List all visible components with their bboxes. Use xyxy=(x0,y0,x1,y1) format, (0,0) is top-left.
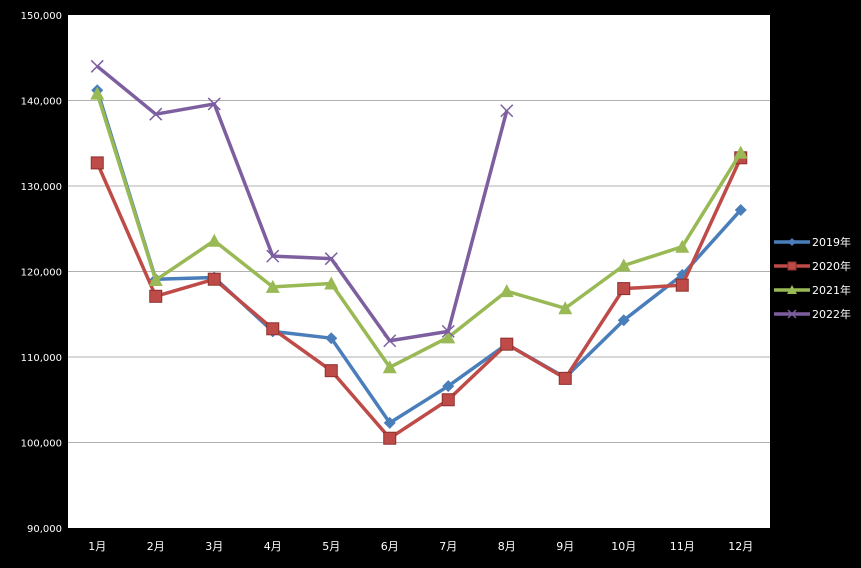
data-point xyxy=(149,107,163,121)
y-tick-label: 100,000 xyxy=(21,439,62,450)
data-point xyxy=(383,416,396,429)
series-line xyxy=(95,89,743,425)
data-point xyxy=(617,282,631,296)
x-tick-label: 3月 xyxy=(205,540,223,553)
data-point xyxy=(499,284,514,298)
legend-label: 2022年 xyxy=(812,307,851,321)
legend-item: 2022年 xyxy=(774,307,851,321)
series-2020年 xyxy=(90,151,748,445)
data-point xyxy=(207,272,221,286)
y-tick-label: 110,000 xyxy=(21,353,62,364)
legend-label: 2020年 xyxy=(812,259,851,273)
series-2022年 xyxy=(90,59,514,348)
data-point xyxy=(787,285,797,294)
data-point xyxy=(733,145,748,159)
y-tick-label: 130,000 xyxy=(21,182,62,193)
legend-item: 2020年 xyxy=(774,259,851,273)
data-point xyxy=(617,314,630,327)
data-point xyxy=(500,104,514,118)
data-point xyxy=(442,380,455,393)
data-point xyxy=(266,322,280,336)
legend-item: 2019年 xyxy=(774,235,851,249)
x-tick-label: 8月 xyxy=(498,540,516,553)
data-point xyxy=(734,203,747,216)
data-point xyxy=(324,364,338,378)
data-point xyxy=(675,278,689,292)
data-point xyxy=(266,249,280,263)
x-tick-label: 12月 xyxy=(728,540,753,553)
x-tick-label: 6月 xyxy=(381,540,399,553)
data-point xyxy=(207,233,222,247)
y-tick-label: 90,000 xyxy=(27,524,62,535)
x-tick-label: 4月 xyxy=(264,540,282,553)
x-tick-label: 10月 xyxy=(611,540,636,553)
data-point xyxy=(616,258,631,272)
y-tick-label: 140,000 xyxy=(21,97,62,108)
x-tick-label: 7月 xyxy=(439,540,457,553)
data-point xyxy=(90,86,105,100)
data-point xyxy=(675,239,690,253)
data-point xyxy=(787,309,797,319)
legend-label: 2019年 xyxy=(812,235,851,249)
data-point xyxy=(788,238,796,246)
series-line xyxy=(96,64,509,343)
data-point xyxy=(90,156,104,170)
data-point xyxy=(148,273,163,287)
data-point xyxy=(207,97,221,111)
data-point xyxy=(325,332,338,345)
x-tick-label: 5月 xyxy=(322,540,340,553)
x-tick-label: 9月 xyxy=(556,540,574,553)
data-point xyxy=(441,393,455,407)
legend-item: 2021年 xyxy=(774,283,851,297)
data-point xyxy=(90,59,104,73)
legend-label: 2021年 xyxy=(812,283,851,297)
data-point xyxy=(500,337,514,351)
y-tick-label: 150,000 xyxy=(21,11,62,22)
data-point xyxy=(558,301,573,315)
data-point xyxy=(324,252,338,266)
data-point xyxy=(383,431,397,445)
data-point xyxy=(558,371,572,385)
data-point xyxy=(383,334,397,348)
x-tick-label: 11月 xyxy=(670,540,695,553)
data-point xyxy=(324,276,339,290)
y-tick-label: 120,000 xyxy=(21,268,62,279)
data-point xyxy=(382,360,397,374)
series-line xyxy=(95,157,743,440)
data-point xyxy=(441,324,455,338)
series-line xyxy=(95,93,743,370)
x-tick-label: 1月 xyxy=(88,540,106,553)
data-point xyxy=(265,279,280,293)
data-point xyxy=(149,289,163,303)
series-2021年 xyxy=(90,86,748,374)
data-point xyxy=(787,261,797,271)
x-tick-label: 2月 xyxy=(147,540,165,553)
data-point xyxy=(441,330,456,344)
